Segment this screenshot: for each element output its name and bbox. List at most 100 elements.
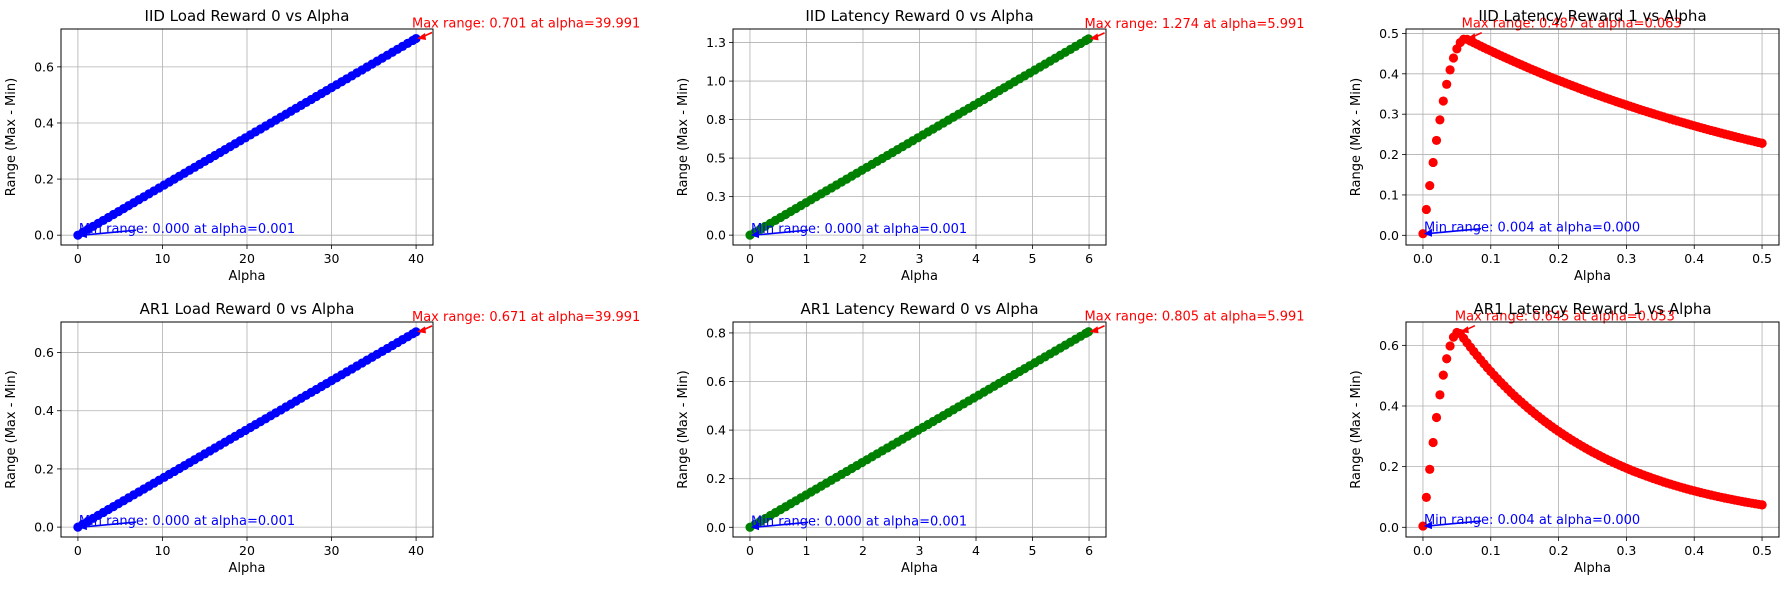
x-tick-label: 1 <box>802 543 810 558</box>
y-tick-label: 0.6 <box>34 59 54 74</box>
x-tick-label: 6 <box>1085 543 1093 558</box>
chart-title: IID Latency Reward 0 vs Alpha <box>805 7 1033 25</box>
y-tick-label: 0.4 <box>34 115 54 130</box>
data-point <box>1438 370 1448 380</box>
y-tick-label: 0.3 <box>1379 107 1399 122</box>
data-series <box>1418 34 1767 239</box>
plot-frame <box>732 321 1107 538</box>
max-annotation-arrowhead <box>1459 326 1469 334</box>
chart-title: IID Load Reward 0 vs Alpha <box>145 7 350 25</box>
data-point <box>1431 412 1442 423</box>
max-annotation-arrowhead <box>417 33 427 41</box>
x-tick-label: 0.3 <box>1616 543 1636 558</box>
max-annotation-arrowhead <box>1089 326 1099 334</box>
y-tick-label: 0.4 <box>1379 398 1399 413</box>
x-tick-label: 6 <box>1085 251 1093 266</box>
y-tick-label: 0.0 <box>1379 520 1399 535</box>
y-tick-label: 0.2 <box>34 461 54 476</box>
x-tick-label: 0 <box>746 543 754 558</box>
y-tick-label: 0.4 <box>34 403 54 418</box>
data-point <box>1083 327 1094 337</box>
data-series <box>745 34 1094 240</box>
y-tick-label: 0.5 <box>1379 26 1399 41</box>
max-annotation-arrowhead <box>1089 33 1099 41</box>
data-point <box>1435 115 1445 125</box>
min-annotation-arrow <box>1426 520 1482 527</box>
subplot-1: 0 10 20 30 40 0.0 0.2 0.4 0.6 Max range: 0.701 at… <box>4 7 640 284</box>
min-annotation-arrow <box>1426 227 1482 235</box>
data-point <box>1445 65 1455 75</box>
y-tick-label: 0.8 <box>706 325 726 340</box>
min-annotation-arrowhead <box>78 230 87 239</box>
max-annotation-arrowhead <box>1466 33 1476 41</box>
x-tick-label: 0.4 <box>1684 251 1704 266</box>
y-tick-label: 0.0 <box>34 228 54 243</box>
x-tick-label: 5 <box>1029 543 1037 558</box>
y-tick-label: 0.2 <box>1379 147 1399 162</box>
x-tick-label: 0 <box>746 251 754 266</box>
y-tick-label: 0.2 <box>34 172 54 187</box>
min-annotation-arrow <box>753 229 809 236</box>
x-axis-label: Alpha <box>229 561 266 576</box>
x-tick-label: 1 <box>802 251 810 266</box>
min-annotation-arrowhead <box>751 522 760 531</box>
subplot-5: 0 1 2 3 4 5 6 0.0 0.2 0.4 0.6 0.8 Max range: 0.805 a… <box>676 300 1305 576</box>
y-tick-label: 0.6 <box>706 374 726 389</box>
y-tick-label: 0.8 <box>706 112 726 127</box>
data-point <box>1445 341 1455 351</box>
data-point <box>1428 157 1438 168</box>
data-point <box>1425 464 1435 474</box>
x-tick-label: 0.1 <box>1481 251 1501 266</box>
x-tick-label: 30 <box>324 251 340 266</box>
subplot-6: 0.0 0.1 0.2 0.3 0.4 0.5 0.0 0.2 0.4 0.6 Max range:… <box>1349 300 1780 576</box>
y-axis-label: Range (Max - Min) <box>1349 78 1364 196</box>
min-annotation-arrow <box>753 521 809 529</box>
data-series <box>73 327 421 532</box>
data-point <box>1418 521 1428 531</box>
data-point <box>1757 138 1767 148</box>
data-point <box>1421 204 1431 215</box>
y-axis-label: Range (Max - Min) <box>676 78 691 196</box>
plot-frame <box>1405 321 1780 538</box>
x-tick-label: 4 <box>972 543 980 558</box>
subplot-2: 0 1 2 3 4 5 6 0.0 0.3 0.5 0.8 1.0 1.3 Max range: 1.27… <box>676 7 1305 284</box>
min-annotation: Min range: 0.000 at alpha=0.001 <box>751 514 967 529</box>
x-tick-label: 0.1 <box>1481 543 1501 558</box>
min-annotation-arrowhead <box>1423 228 1432 237</box>
data-point <box>1442 79 1452 89</box>
y-axis-label: Range (Max - Min) <box>4 370 19 488</box>
data-point <box>1438 96 1448 106</box>
chart-title: AR1 Latency Reward 1 vs Alpha <box>1473 300 1711 318</box>
y-tick-label: 0.0 <box>706 520 726 535</box>
x-tick-label: 0.0 <box>1413 251 1433 266</box>
x-tick-label: 0 <box>74 251 82 266</box>
subplot-4: 0 10 20 30 40 0.0 0.2 0.4 0.6 Max range: 0.671 at… <box>4 300 640 576</box>
y-axis-label: Range (Max - Min) <box>676 370 691 488</box>
y-tick-label: 0.4 <box>706 423 726 438</box>
y-tick-label: 0.5 <box>706 151 726 166</box>
chart-title: AR1 Load Reward 0 vs Alpha <box>140 300 355 318</box>
data-series <box>73 33 421 240</box>
chart-title: IID Latency Reward 1 vs Alpha <box>1478 7 1706 25</box>
x-tick-label: 4 <box>972 251 980 266</box>
y-tick-label: 0.0 <box>706 228 726 243</box>
min-annotation-arrowhead <box>1423 521 1432 530</box>
x-tick-label: 3 <box>916 543 924 558</box>
min-annotation: Min range: 0.000 at alpha=0.001 <box>79 222 295 237</box>
data-point <box>411 327 421 337</box>
y-tick-label: 0.6 <box>34 345 54 360</box>
x-tick-label: 0.5 <box>1752 251 1772 266</box>
max-annotation: Max range: 0.487 at alpha=0.063 <box>1462 17 1682 32</box>
x-tick-label: 20 <box>239 251 255 266</box>
data-point <box>1757 500 1767 510</box>
data-point <box>1418 229 1428 239</box>
plot-frame <box>60 321 434 538</box>
y-tick-label: 0.2 <box>1379 459 1399 474</box>
x-axis-label: Alpha <box>1574 269 1611 284</box>
chart-title: AR1 Latency Reward 0 vs Alpha <box>800 300 1038 318</box>
y-tick-label: 0.6 <box>1379 338 1399 353</box>
x-axis-label: Alpha <box>1574 561 1611 576</box>
max-annotation: Max range: 0.805 at alpha=5.991 <box>1085 310 1305 325</box>
x-tick-label: 40 <box>408 543 424 558</box>
x-tick-label: 30 <box>324 543 340 558</box>
